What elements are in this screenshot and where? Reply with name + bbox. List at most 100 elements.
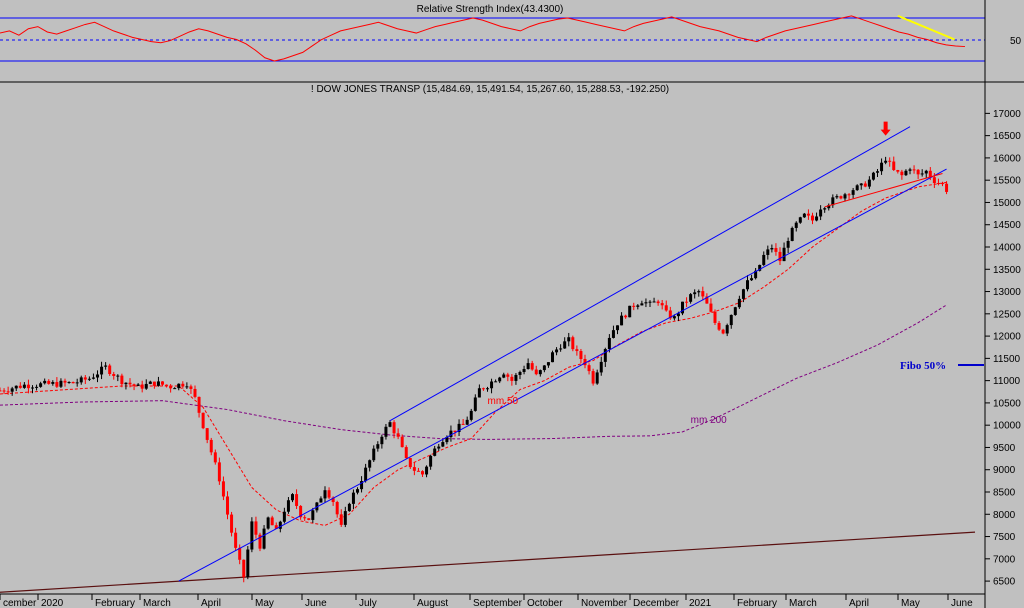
candle-up <box>360 481 364 490</box>
candle-down <box>932 177 936 184</box>
y-tick-label: 9500 <box>993 443 1016 454</box>
candle-up <box>693 292 697 295</box>
y-tick-label: 8500 <box>993 488 1016 499</box>
candle-up <box>599 361 603 373</box>
candle-down <box>664 305 668 311</box>
candle-up <box>546 362 550 366</box>
x-tick-label: February <box>95 598 135 608</box>
candle-up <box>542 365 546 371</box>
candle-down <box>591 371 595 384</box>
candle-up <box>59 380 63 387</box>
candle-up <box>490 381 494 389</box>
candle-down <box>18 385 22 388</box>
candle-down <box>713 311 717 323</box>
candle-up <box>823 208 827 210</box>
candle-up <box>733 307 737 315</box>
candle-down <box>213 452 217 463</box>
candle-up <box>616 325 619 331</box>
candle-up <box>441 442 445 447</box>
candle-down <box>396 433 400 437</box>
candle-down <box>941 183 944 185</box>
x-tick-label: September <box>473 598 523 608</box>
x-tick-label: July <box>359 598 377 608</box>
candle-up <box>250 521 254 550</box>
y-tick-label: 17000 <box>993 109 1021 120</box>
candle-up <box>607 337 611 350</box>
ma200-line <box>0 304 947 440</box>
candle-up <box>173 388 177 390</box>
y-tick-label: 16500 <box>993 131 1021 142</box>
candle-up <box>124 382 128 385</box>
candle-down <box>226 496 229 515</box>
y-tick-label: 13000 <box>993 287 1021 298</box>
candle-down <box>197 396 201 413</box>
candle-up <box>851 190 855 195</box>
candle-down <box>705 296 709 304</box>
candle-up <box>356 489 359 493</box>
candle-up <box>87 378 91 380</box>
y-tick-label: 11000 <box>993 376 1021 387</box>
candle-down <box>140 384 144 389</box>
candle-up <box>815 216 819 221</box>
candle-down <box>331 497 335 503</box>
candle-down <box>2 390 6 392</box>
price-panel: ! DOW JONES TRANSP (15,484.69, 15,491.54… <box>0 84 1021 608</box>
y-tick-label: 15000 <box>993 198 1021 209</box>
candle-up <box>871 172 875 180</box>
candle-up <box>620 315 624 326</box>
candle-up <box>835 196 839 198</box>
candle-down <box>295 494 299 506</box>
candle-down <box>55 382 59 387</box>
candle-down <box>481 388 485 390</box>
candle-up <box>437 446 441 449</box>
candle-up <box>518 371 522 375</box>
candle-down <box>193 388 197 397</box>
candle-down <box>721 329 725 334</box>
candle-up <box>802 213 806 218</box>
candle-up <box>477 388 481 398</box>
candle-up <box>185 386 189 388</box>
candle-up <box>750 278 754 281</box>
candle-down <box>579 351 583 359</box>
candle-up <box>502 374 506 378</box>
candle-up <box>282 511 286 522</box>
y-tick-label: 12000 <box>993 332 1021 343</box>
candle-up <box>380 436 384 445</box>
short-wedge-line <box>824 173 943 208</box>
candle-up <box>429 455 433 467</box>
candle-up <box>522 369 526 372</box>
candle-up <box>433 448 437 456</box>
candle-down <box>928 170 932 178</box>
candle-up <box>445 437 449 443</box>
y-tick-label: 7500 <box>993 532 1016 543</box>
candle-up <box>39 383 43 387</box>
y-tick-label: 12500 <box>993 309 1021 320</box>
candle-up <box>10 388 14 392</box>
candle-up <box>449 430 453 438</box>
candle-down <box>335 502 339 515</box>
candle-down <box>587 365 591 372</box>
channel-upper-line <box>389 126 911 422</box>
candle-up <box>286 500 290 512</box>
x-tick-label: June <box>305 598 327 608</box>
candle-down <box>806 213 810 216</box>
candle-down <box>461 423 465 425</box>
candle-up <box>697 291 701 293</box>
candle-down <box>900 171 904 176</box>
candle-up <box>14 385 18 389</box>
ma50-label: mm 50 <box>488 396 519 407</box>
candle-down <box>161 381 164 385</box>
candle-up <box>136 384 140 386</box>
candle-down <box>583 358 587 366</box>
candle-up <box>754 270 758 279</box>
ma50-line <box>0 181 947 526</box>
candle-down <box>701 291 705 297</box>
candle-up <box>904 170 908 176</box>
candle-up <box>843 194 847 199</box>
candle-down <box>205 428 209 440</box>
candle-up <box>741 289 745 299</box>
candle-up <box>611 330 615 338</box>
candle-up <box>648 301 652 303</box>
candle-down <box>408 458 412 468</box>
candle-down <box>307 518 311 520</box>
